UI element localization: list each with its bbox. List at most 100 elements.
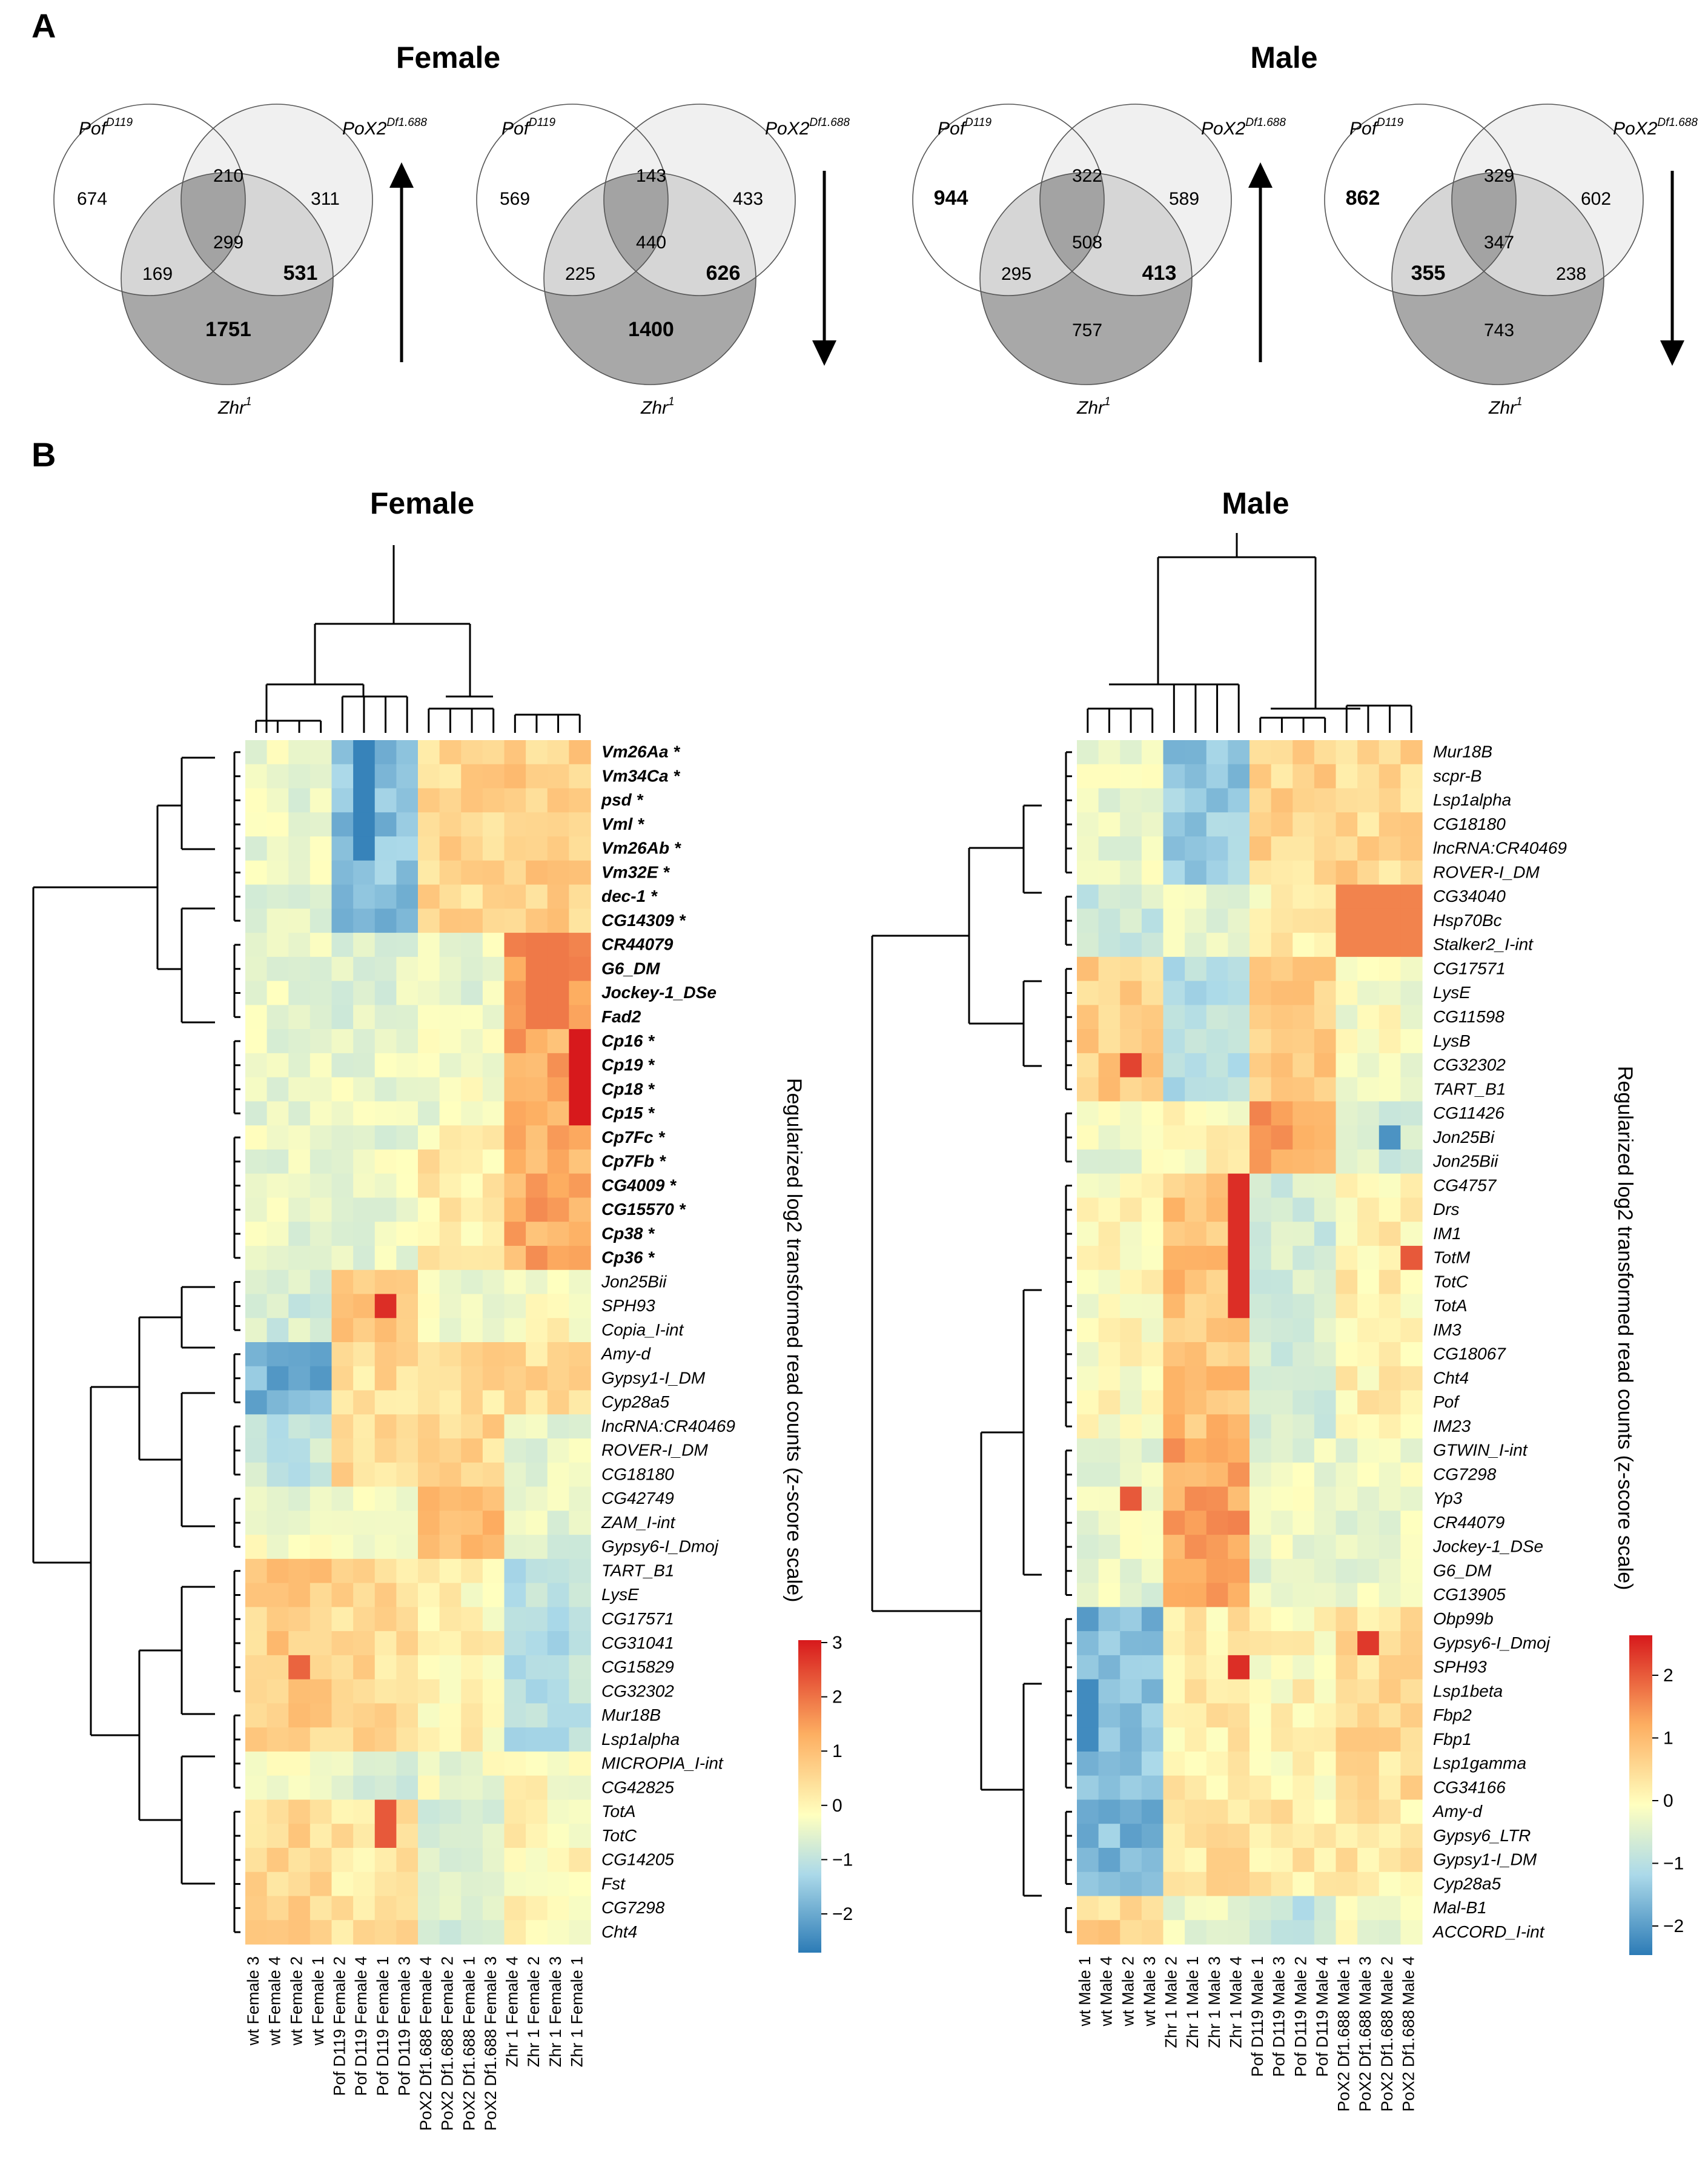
male-cell bbox=[1206, 1703, 1228, 1728]
female-cell bbox=[288, 1847, 311, 1873]
male-cell bbox=[1141, 1751, 1164, 1776]
male-cell bbox=[1185, 1101, 1207, 1126]
female-cell bbox=[245, 1775, 268, 1801]
female-cell bbox=[396, 1390, 419, 1415]
male-cell bbox=[1336, 788, 1358, 813]
female-cell bbox=[266, 860, 289, 885]
male-cell bbox=[1077, 1197, 1099, 1222]
male-cell bbox=[1206, 1486, 1228, 1511]
female-cell bbox=[353, 956, 376, 982]
female-cell bbox=[418, 1222, 440, 1246]
male-cell bbox=[1250, 1414, 1272, 1439]
male-scale-tick: 2 bbox=[1663, 1666, 1673, 1686]
male-cell bbox=[1314, 1390, 1337, 1415]
male-cell bbox=[1206, 1125, 1228, 1150]
female-cell bbox=[288, 1390, 311, 1415]
female-cell bbox=[266, 956, 289, 982]
female-cell bbox=[331, 740, 354, 765]
male-cell bbox=[1206, 740, 1228, 765]
male-cell bbox=[1163, 1414, 1185, 1439]
male-cell bbox=[1141, 1847, 1164, 1873]
panel-a-letter: A bbox=[31, 7, 56, 45]
female-gene-label: CR44079 bbox=[601, 935, 674, 954]
female-cell bbox=[504, 933, 526, 958]
female-cell bbox=[482, 1101, 505, 1126]
male-cell bbox=[1314, 1342, 1337, 1367]
male-heatmap: Mur18Bscpr-BLsp1alphaCG18180lncRNA:CR404… bbox=[871, 533, 1567, 2112]
male-cell bbox=[1336, 1799, 1358, 1824]
female-cell bbox=[245, 1920, 268, 1945]
male-cell bbox=[1293, 1149, 1315, 1174]
female-cell bbox=[439, 1655, 462, 1680]
female-gene-label: Cp16 * bbox=[601, 1031, 655, 1050]
male-cell bbox=[1293, 1101, 1315, 1126]
female-cell bbox=[569, 1125, 591, 1150]
male-cell bbox=[1206, 1366, 1228, 1391]
female-cell bbox=[461, 1871, 483, 1897]
male-cell bbox=[1141, 1245, 1164, 1271]
female-cell bbox=[374, 1366, 397, 1391]
male-cell bbox=[1141, 1149, 1164, 1174]
female-cell bbox=[266, 1511, 289, 1535]
male-cell bbox=[1357, 1438, 1380, 1463]
female-cell bbox=[439, 1269, 462, 1295]
male-cell bbox=[1077, 1414, 1099, 1439]
female-cell bbox=[266, 1414, 289, 1439]
male-cell bbox=[1206, 1245, 1228, 1271]
male-cell bbox=[1314, 1294, 1337, 1319]
female-cell bbox=[309, 1245, 333, 1271]
male-scale-tick: −1 bbox=[1663, 1854, 1684, 1874]
male-cell bbox=[1120, 1631, 1142, 1656]
female-cell bbox=[547, 1679, 569, 1704]
female-cell bbox=[353, 1824, 376, 1848]
male-cell bbox=[1293, 764, 1315, 789]
female-cell bbox=[374, 1679, 397, 1704]
male-cell bbox=[1141, 1535, 1164, 1560]
male-gene-label: CG4757 bbox=[1433, 1176, 1497, 1194]
female-cell bbox=[504, 1607, 526, 1632]
female-cell bbox=[569, 1799, 591, 1824]
male-cell bbox=[1163, 1799, 1185, 1824]
female-cell bbox=[266, 1486, 289, 1511]
male-cell bbox=[1400, 836, 1423, 861]
female-cell bbox=[374, 788, 397, 813]
female-gene-label: Vm26Aa * bbox=[601, 743, 680, 761]
male-cell bbox=[1379, 1029, 1401, 1054]
female-cell bbox=[353, 1486, 376, 1511]
male-cell bbox=[1379, 1847, 1401, 1873]
male-cell bbox=[1400, 1871, 1423, 1897]
female-cell bbox=[482, 1847, 505, 1873]
male-cell bbox=[1077, 740, 1099, 765]
male-cell bbox=[1271, 1799, 1293, 1824]
male-cell bbox=[1271, 1366, 1293, 1391]
male-cell bbox=[1293, 908, 1315, 933]
male-cell bbox=[1293, 1535, 1315, 1560]
female-cell bbox=[374, 1269, 397, 1295]
male-cell bbox=[1271, 1029, 1293, 1054]
male-cell bbox=[1206, 1269, 1228, 1295]
female-cell bbox=[504, 1920, 526, 1945]
female-cell bbox=[547, 1583, 569, 1607]
female-cell bbox=[309, 1631, 333, 1656]
female-cell bbox=[396, 1222, 419, 1246]
male-cell bbox=[1400, 1414, 1423, 1439]
female-cell bbox=[245, 1269, 268, 1295]
male-cell bbox=[1098, 956, 1120, 982]
female-cell bbox=[461, 1607, 483, 1632]
male-cell bbox=[1163, 1679, 1185, 1704]
male-cell bbox=[1250, 1871, 1272, 1897]
female-cell bbox=[461, 1125, 483, 1150]
male-cell bbox=[1141, 1101, 1164, 1126]
female-cell bbox=[245, 836, 268, 861]
female-cell bbox=[288, 1535, 311, 1560]
female-cell bbox=[309, 1871, 333, 1897]
male-cell bbox=[1379, 1269, 1401, 1295]
male-cell bbox=[1379, 956, 1401, 982]
male-cell bbox=[1163, 884, 1185, 909]
male-cell bbox=[1357, 1318, 1380, 1343]
female-cell bbox=[526, 1077, 548, 1102]
male-cell bbox=[1314, 764, 1337, 789]
male-sample-label: wt Male 2 bbox=[1119, 1956, 1137, 2027]
male-cell bbox=[1098, 812, 1120, 837]
